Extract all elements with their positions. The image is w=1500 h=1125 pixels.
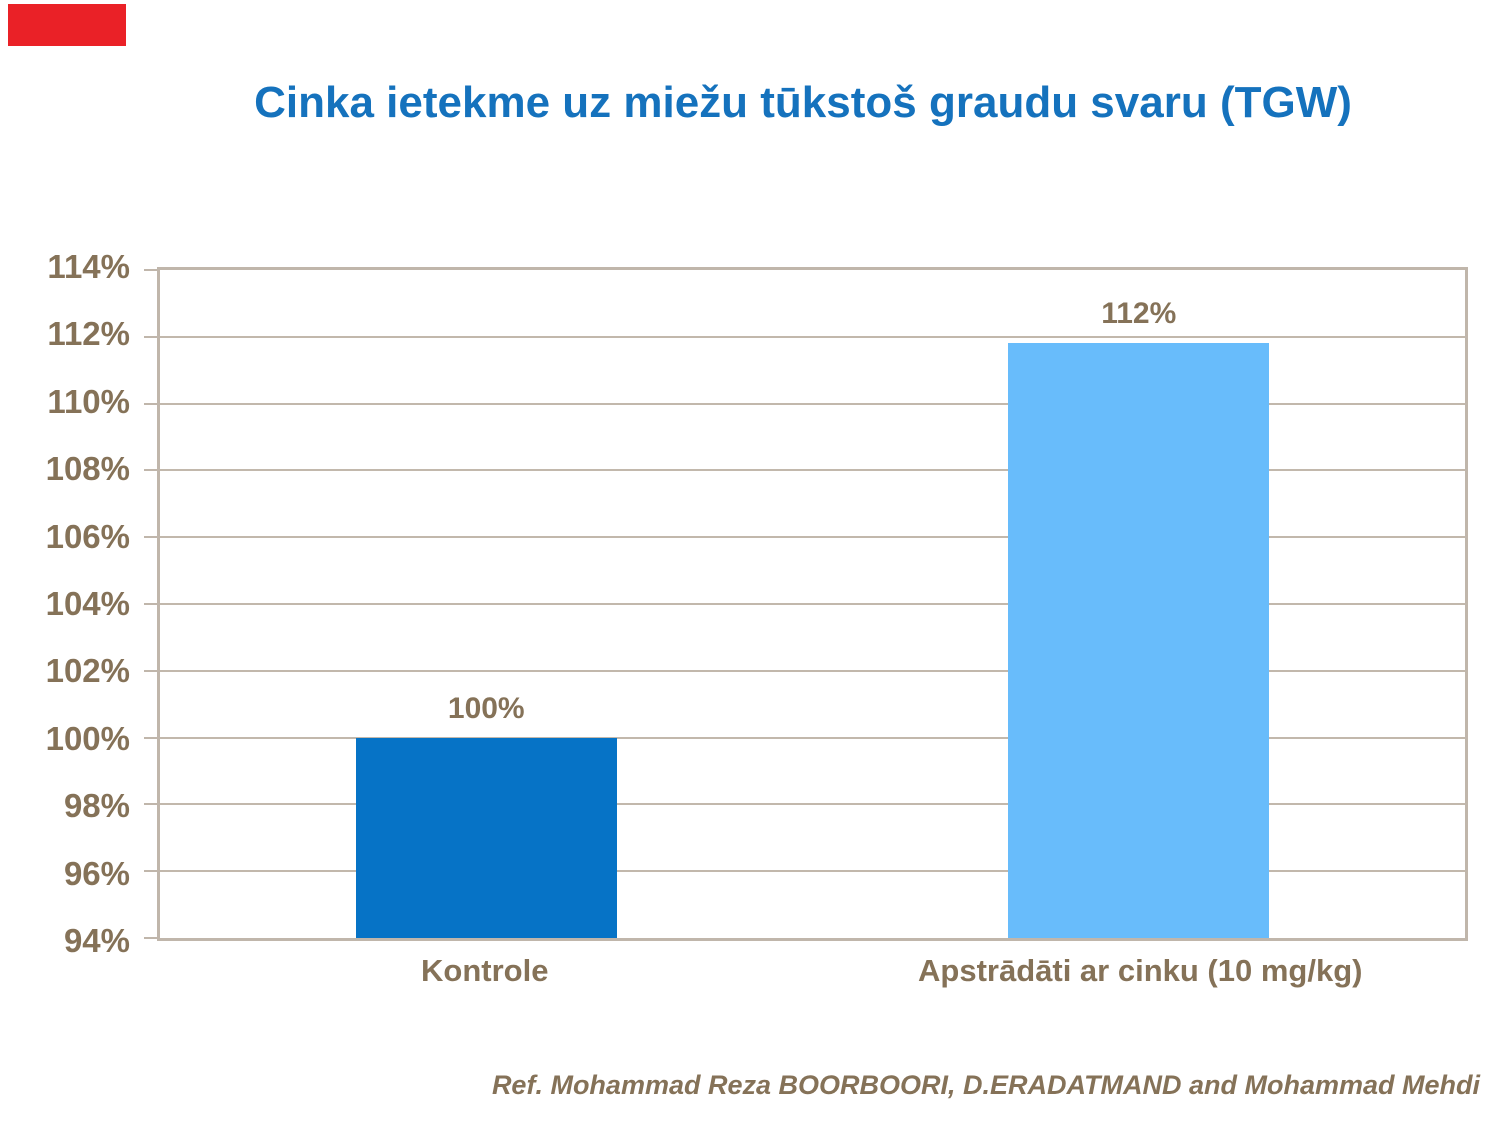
y-axis-tick (144, 870, 157, 873)
gridline (160, 603, 1465, 605)
gridline (160, 536, 1465, 539)
y-tick-label: 100% (45, 719, 130, 757)
red-corner-block (8, 4, 126, 46)
gridline (160, 469, 1465, 472)
bar-kontrole (355, 737, 617, 938)
x-category-label: Apstrādāti ar cinku (10 mg/kg) (918, 953, 1363, 988)
y-axis-tick (144, 937, 157, 939)
bar-cinku (1008, 343, 1270, 938)
bar-value-label: 112% (1101, 297, 1177, 331)
y-axis-tick (144, 536, 157, 539)
y-axis-tick (144, 402, 157, 405)
y-axis-tick (144, 335, 157, 338)
y-tick-label: 108% (45, 450, 130, 488)
y-tick-label: 112% (47, 315, 130, 353)
gridline (160, 335, 1465, 338)
y-tick-label: 106% (45, 517, 130, 555)
y-axis-tick (144, 469, 157, 472)
gridline (160, 870, 1465, 873)
chart-title: Cinka ietekme uz miežu tūkstoš graudu sv… (254, 78, 1352, 127)
gridline (160, 803, 1465, 806)
y-tick-label: 110% (47, 382, 130, 420)
y-axis-tick (144, 669, 157, 672)
y-tick-label: 114% (47, 248, 130, 285)
y-tick-label: 98% (63, 787, 130, 825)
y-axis-tick (144, 803, 157, 806)
x-axis-labels: Kontrole Apstrādāti ar cinku (10 mg/kg) (157, 953, 1468, 989)
y-tick-label: 94% (63, 922, 130, 959)
gridline (160, 669, 1465, 672)
y-tick-label: 104% (45, 585, 130, 622)
y-axis-labels: 94% 96% 98% 100% 102% 104% 106% 108% 110% 112% 114… (0, 248, 145, 959)
reference-text: Ref. Mohammad Reza BOORBOORI, D.ERADATMA… (491, 1070, 1480, 1100)
y-axis-tick (144, 736, 157, 739)
y-axis-tick (144, 603, 157, 605)
gridline (160, 402, 1465, 405)
y-tick-label: 96% (63, 854, 130, 892)
x-category-label: Kontrole (421, 953, 549, 988)
plot-area: 100% 112% (144, 267, 1468, 941)
bar-value-label: 100% (447, 691, 525, 725)
y-axis-tick (144, 269, 157, 271)
gridline (160, 736, 1465, 739)
y-tick-label: 102% (45, 652, 130, 690)
